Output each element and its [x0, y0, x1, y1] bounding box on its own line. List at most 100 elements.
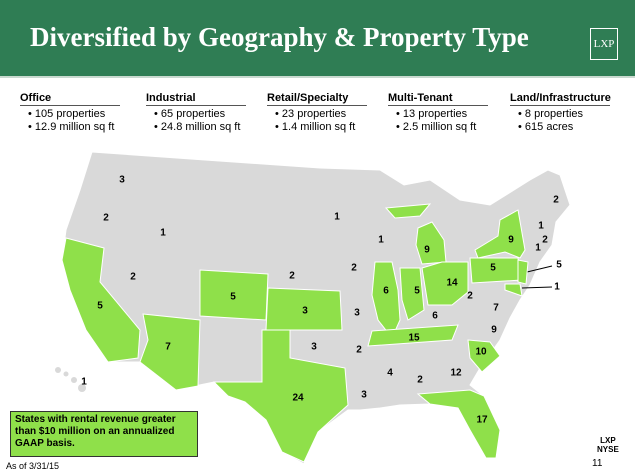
state-count: 2: [417, 375, 423, 386]
state-count: 1: [81, 377, 87, 388]
detail-text: 615 acres: [524, 121, 574, 133]
state-count: 2: [351, 263, 357, 274]
highlighted-state: [474, 209, 526, 259]
state-count: 2: [356, 345, 362, 356]
callout-line: [526, 265, 553, 273]
highlighted-state: [416, 389, 501, 459]
hawaii: [55, 367, 86, 392]
highlighted-state: [265, 287, 343, 331]
state-count: 5: [414, 286, 420, 297]
property-type-detail: • 615 acres: [510, 121, 610, 134]
bullet: •: [396, 121, 403, 133]
state-count: 3: [302, 306, 308, 317]
detail-text: 65 properties: [160, 108, 226, 120]
detail-text: 13 properties: [402, 108, 468, 120]
property-type-name: Office: [20, 92, 120, 106]
logo: LXP: [590, 28, 618, 60]
property-type-detail: • 23 properties: [267, 108, 367, 121]
state-count: 1: [535, 243, 541, 254]
state-count: 5: [490, 263, 496, 274]
bullet: •: [275, 121, 282, 133]
state-count: 2: [103, 213, 109, 224]
logo-text: LXP: [600, 436, 616, 445]
property-type: Industrial • 65 properties • 24.8 million …: [146, 92, 246, 134]
property-type-detail: • 65 properties: [146, 108, 246, 121]
bullet: •: [154, 121, 161, 133]
state-count: 1: [554, 282, 560, 293]
state-count: 2: [130, 272, 136, 283]
bullet: •: [154, 108, 161, 120]
state-count: 5: [230, 292, 236, 303]
state-count: 24: [292, 393, 304, 404]
property-type: Land/Infrastructure • 8 properties • 615 a…: [510, 92, 611, 134]
highlighted-state: [517, 259, 529, 285]
state-count: 2: [542, 235, 548, 246]
state-count: 3: [361, 390, 367, 401]
detail-text: 24.8 million sq ft: [160, 121, 241, 133]
page-number: 11: [592, 458, 603, 469]
property-type-name: Multi-Tenant: [388, 92, 488, 106]
state-count: 5: [556, 260, 562, 271]
property-type-detail: • 12.9 million sq ft: [20, 121, 120, 134]
detail-text: 8 properties: [524, 108, 584, 120]
state-count: 3: [311, 342, 317, 353]
property-type-name: Industrial: [146, 92, 246, 106]
highlighted-state: [399, 267, 425, 321]
property-type-detail: • 13 properties: [388, 108, 488, 121]
property-type-detail: • 8 properties: [510, 108, 610, 121]
bullet: •: [275, 108, 282, 120]
bullet: •: [518, 121, 525, 133]
state-count: 9: [424, 245, 430, 256]
bullet: •: [28, 121, 35, 133]
highlighted-state: [469, 257, 523, 284]
highlighted-state: [212, 329, 349, 463]
bullet: •: [396, 108, 403, 120]
state-count: 1: [538, 221, 544, 232]
property-type-detail: • 2.5 million sq ft: [388, 121, 488, 134]
state-count: 2: [467, 291, 473, 302]
detail-text: 1.4 million sq ft: [281, 121, 356, 133]
property-type: Office • 105 properties • 12.9 million sq …: [20, 92, 120, 134]
property-type: Retail/Specialty • 23 properties • 1.4 mil…: [267, 92, 367, 134]
state-count: 7: [493, 303, 499, 314]
exchange: NYSE: [597, 445, 619, 454]
state-count: 9: [491, 325, 497, 336]
property-type: Multi-Tenant • 13 properties • 2.5 million…: [388, 92, 488, 134]
footnote: As of 3/31/15: [6, 461, 60, 471]
callout-line: [521, 286, 553, 289]
detail-text: 12.9 million sq ft: [34, 121, 115, 133]
footer-logo: LXP NYSE: [597, 436, 619, 454]
highlighted-state: [61, 237, 141, 363]
property-type-name: Land/Infrastructure: [510, 92, 611, 106]
legend: States with rental revenue greater than …: [10, 411, 198, 457]
state-count: 5: [97, 301, 103, 312]
bullet: •: [28, 108, 35, 120]
highlighted-state: [421, 261, 469, 306]
state-count: 1: [334, 212, 340, 223]
property-type-name: Retail/Specialty: [267, 92, 367, 106]
state-count: 1: [378, 235, 384, 246]
bullet: •: [518, 108, 525, 120]
highlighted-state: [384, 203, 432, 219]
state-count: 10: [475, 347, 487, 358]
state-count: 12: [450, 368, 462, 379]
state-count: 17: [476, 415, 488, 426]
property-type-detail: • 24.8 million sq ft: [146, 121, 246, 134]
title: Diversified by Geography & Property Type: [30, 22, 529, 52]
state-count: 6: [383, 286, 389, 297]
state-count: 6: [432, 311, 438, 322]
state-count: 14: [446, 278, 458, 289]
state-count: 1: [160, 228, 166, 239]
state-count: 3: [354, 308, 360, 319]
property-type-detail: • 1.4 million sq ft: [267, 121, 367, 134]
header-bar: Diversified by Geography & Property Type…: [0, 0, 635, 78]
highlighted-state: [367, 324, 459, 347]
state-count: 3: [119, 175, 125, 186]
detail-text: 2.5 million sq ft: [402, 121, 477, 133]
highlighted-state: [139, 313, 201, 391]
state-count: 15: [408, 333, 420, 344]
state-count: 2: [289, 271, 295, 282]
state-count: 9: [508, 235, 514, 246]
state-count: 7: [165, 342, 171, 353]
